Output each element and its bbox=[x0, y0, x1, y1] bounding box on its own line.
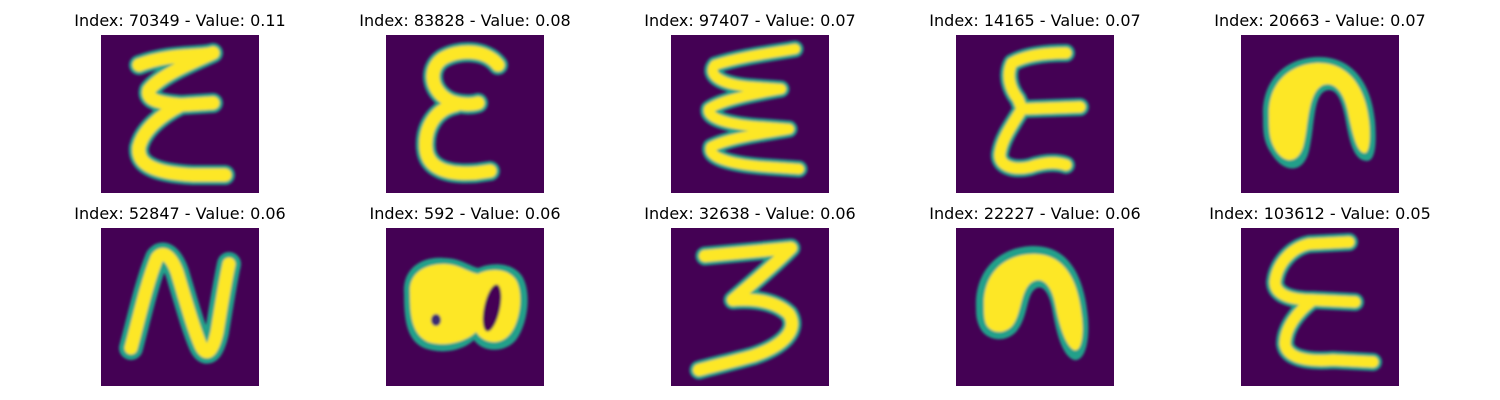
panel-title: Index: 83828 - Value: 0.08 bbox=[359, 11, 571, 30]
panel-22227: Index: 22227 - Value: 0.06 bbox=[905, 204, 1165, 389]
panel-52847: Index: 52847 - Value: 0.06 bbox=[50, 204, 310, 389]
panel-592: Index: 592 - Value: 0.06 bbox=[335, 204, 595, 389]
panel-title: Index: 14165 - Value: 0.07 bbox=[929, 11, 1141, 30]
panel-title: Index: 32638 - Value: 0.06 bbox=[644, 204, 856, 223]
panel-title: Index: 592 - Value: 0.06 bbox=[369, 204, 561, 223]
digit-image bbox=[386, 35, 544, 193]
panel-32638: Index: 32638 - Value: 0.06 bbox=[620, 204, 880, 389]
panel-title: Index: 22227 - Value: 0.06 bbox=[929, 204, 1141, 223]
panel-97407: Index: 97407 - Value: 0.07 bbox=[620, 11, 880, 196]
digit-image bbox=[101, 228, 259, 386]
panel-title: Index: 97407 - Value: 0.07 bbox=[644, 11, 856, 30]
panel-14165: Index: 14165 - Value: 0.07 bbox=[905, 11, 1165, 196]
digit-image bbox=[956, 228, 1114, 386]
digit-image bbox=[671, 228, 829, 386]
digit-image bbox=[671, 35, 829, 193]
panel-title: Index: 103612 - Value: 0.05 bbox=[1209, 204, 1431, 223]
digit-image bbox=[386, 228, 544, 386]
panel-20663: Index: 20663 - Value: 0.07 bbox=[1190, 11, 1450, 196]
panel-70349: Index: 70349 - Value: 0.11 bbox=[50, 11, 310, 196]
panel-title: Index: 20663 - Value: 0.07 bbox=[1214, 11, 1426, 30]
panel-103612: Index: 103612 - Value: 0.05 bbox=[1190, 204, 1450, 389]
panel-title: Index: 70349 - Value: 0.11 bbox=[74, 11, 286, 30]
digit-image bbox=[1241, 228, 1399, 386]
digit-image bbox=[101, 35, 259, 193]
digit-image bbox=[1241, 35, 1399, 193]
digit-image bbox=[956, 35, 1114, 193]
panel-title: Index: 52847 - Value: 0.06 bbox=[74, 204, 286, 223]
panel-83828: Index: 83828 - Value: 0.08 bbox=[335, 11, 595, 196]
